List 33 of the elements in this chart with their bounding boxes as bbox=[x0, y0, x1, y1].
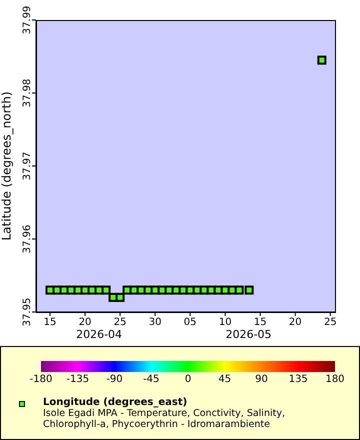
color-bar-label: -90 bbox=[105, 374, 124, 385]
y-tick-label: 37.95 bbox=[22, 298, 33, 326]
y-tick-label: 37.97 bbox=[22, 152, 33, 180]
color-bar-label: 135 bbox=[288, 374, 309, 385]
x-tick-label: 15 bbox=[44, 317, 56, 328]
x-tick-label: 20 bbox=[78, 317, 92, 328]
text: 2026-04 bbox=[75, 328, 124, 341]
x-tick-label: 15 bbox=[254, 317, 267, 328]
color-bar-label: 90 bbox=[254, 374, 269, 385]
point bbox=[244, 286, 254, 295]
color-bar-label: 0 bbox=[184, 374, 192, 385]
text: Isole Egadi MPA - Temperature, Conctivity, Salinity, Chlorophyll-a, Phycoerythrin - Idromarambiente bbox=[43, 408, 286, 430]
y-tick-label: 37.99 bbox=[22, 6, 33, 34]
x-tick-label: 20 bbox=[288, 317, 302, 328]
color-bar-label: 180 bbox=[324, 374, 346, 385]
color-bar-title: Longitude (degrees_east) bbox=[43, 397, 188, 408]
color-bar-label: -135 bbox=[65, 374, 90, 385]
y-axis-title: Latitude (degrees_north) bbox=[0, 91, 14, 241]
color-bar-label: -180 bbox=[28, 374, 54, 385]
text: 2026-05 bbox=[224, 328, 273, 341]
y-tick-label: 37.96 bbox=[22, 224, 33, 254]
color-bar-label: 45 bbox=[217, 374, 232, 385]
x-tick-label: 10 bbox=[218, 317, 232, 328]
x-tick-label: 25 bbox=[324, 317, 337, 328]
point bbox=[234, 286, 244, 295]
color-bar-label: -45 bbox=[142, 374, 160, 385]
x-tick-label: 25 bbox=[114, 317, 126, 328]
point bbox=[116, 292, 125, 302]
x-tick-label: 30 bbox=[148, 317, 162, 328]
point bbox=[317, 56, 326, 65]
y-tick-label: 37.98 bbox=[22, 78, 33, 108]
x-tick-label: 05 bbox=[184, 317, 197, 328]
point bbox=[102, 286, 111, 295]
